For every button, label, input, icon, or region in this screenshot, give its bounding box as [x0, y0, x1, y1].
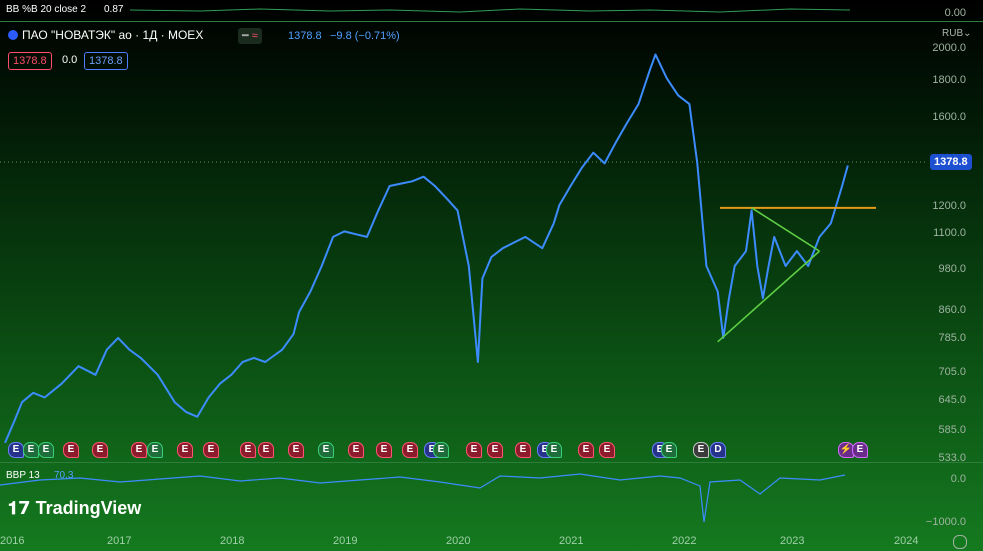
tradingview-logo[interactable]: 𝟏𝟳 TradingView	[8, 498, 141, 519]
split-badge[interactable]: ⚡	[838, 442, 854, 458]
bottom-axis-label: 0.0	[950, 473, 966, 485]
earnings-badge[interactable]: E	[131, 442, 147, 458]
y-tick: 2000.0	[932, 42, 966, 54]
bid-price[interactable]: 1378.8	[8, 52, 52, 70]
visibility-toggle-icon[interactable]: ━ ≈	[238, 28, 262, 44]
top-indicator-axis: 0.00	[944, 7, 966, 19]
earnings-badge[interactable]: E	[433, 442, 449, 458]
header-change: −9.8 (−0.71%)	[330, 30, 400, 42]
symbol-title-row[interactable]: ПАО "НОВАТЭК" ао · 1Д · MOEX	[8, 28, 203, 42]
earnings-badge[interactable]: E	[63, 442, 79, 458]
y-tick: 645.0	[938, 394, 966, 406]
y-tick: 533.0	[938, 452, 966, 464]
earnings-badge[interactable]: E	[693, 442, 709, 458]
earnings-badge[interactable]: E	[852, 442, 868, 458]
triangle-upper-line	[751, 207, 820, 252]
earnings-badge[interactable]: E	[147, 442, 163, 458]
logo-text: TradingView	[35, 498, 142, 518]
y-tick: 1600.0	[932, 111, 966, 123]
earnings-badge[interactable]: E	[92, 442, 108, 458]
x-tick: 2018	[220, 535, 245, 547]
earnings-badge[interactable]: E	[546, 442, 562, 458]
currency-selector[interactable]: RUB⌄	[942, 28, 972, 39]
y-tick: 585.0	[938, 424, 966, 436]
earnings-badge[interactable]: E	[177, 442, 193, 458]
y-tick: 1200.0	[932, 200, 966, 212]
bottom-indicator-label[interactable]: BBP 13	[6, 470, 40, 481]
bottom-indicator-value: 70.3	[54, 470, 74, 481]
y-tick: 860.0	[938, 304, 966, 316]
current-price-badge: 1378.8	[930, 154, 972, 170]
earnings-badge[interactable]: E	[288, 442, 304, 458]
x-tick: 2020	[446, 535, 471, 547]
symbol-icon	[8, 30, 18, 40]
top-indicator-value: 0.87	[104, 4, 124, 15]
top-indicator-label[interactable]: BB %B 20 close 2	[6, 4, 87, 15]
x-tick: 2022	[672, 535, 697, 547]
y-tick: 705.0	[938, 366, 966, 378]
top-indicator-plot	[129, 8, 851, 13]
x-tick: 2023	[780, 535, 805, 547]
earnings-badge[interactable]: E	[487, 442, 503, 458]
earnings-badge[interactable]: E	[661, 442, 677, 458]
x-tick: 2024	[894, 535, 919, 547]
earnings-badge[interactable]: E	[258, 442, 274, 458]
earnings-badge[interactable]: E	[203, 442, 219, 458]
y-tick: 1100.0	[933, 227, 966, 239]
earnings-badge[interactable]: E	[8, 442, 24, 458]
earnings-badge[interactable]: E	[402, 442, 418, 458]
y-tick: 980.0	[938, 263, 966, 275]
y-tick: 1800.0	[932, 74, 966, 86]
x-tick: 2017	[107, 535, 132, 547]
pane-separator-bottom[interactable]	[0, 462, 983, 463]
earnings-badge[interactable]: E	[348, 442, 364, 458]
earnings-badge[interactable]: E	[376, 442, 392, 458]
earnings-badge[interactable]: E	[515, 442, 531, 458]
spread-value: 0.0	[62, 54, 78, 66]
symbol-title: ПАО "НОВАТЭК" ао · 1Д · MOEX	[22, 28, 204, 42]
x-tick: 2016	[0, 535, 25, 547]
ask-price[interactable]: 1378.8	[84, 52, 128, 70]
earnings-badge[interactable]: E	[578, 442, 594, 458]
y-tick: 785.0	[938, 332, 966, 344]
earnings-badge[interactable]: E	[466, 442, 482, 458]
tv-icon: 𝟏𝟳	[8, 498, 31, 518]
dividend-badge[interactable]: D	[710, 442, 726, 458]
bottom-axis-label: −1000.0	[925, 516, 966, 528]
chevron-down-icon: ⌄	[963, 28, 972, 39]
earnings-badge[interactable]: E	[599, 442, 615, 458]
header-price: 1378.8	[288, 30, 322, 42]
triangle-lower-line	[717, 250, 821, 343]
earnings-badge[interactable]: E	[240, 442, 256, 458]
price-series-line	[4, 53, 849, 444]
x-tick: 2019	[333, 535, 358, 547]
earnings-badge[interactable]: E	[38, 442, 54, 458]
pane-separator-top[interactable]	[0, 21, 983, 22]
x-tick: 2021	[559, 535, 584, 547]
earnings-badge[interactable]: E	[318, 442, 334, 458]
settings-icon[interactable]	[953, 535, 967, 549]
currency-label: RUB	[942, 28, 964, 39]
